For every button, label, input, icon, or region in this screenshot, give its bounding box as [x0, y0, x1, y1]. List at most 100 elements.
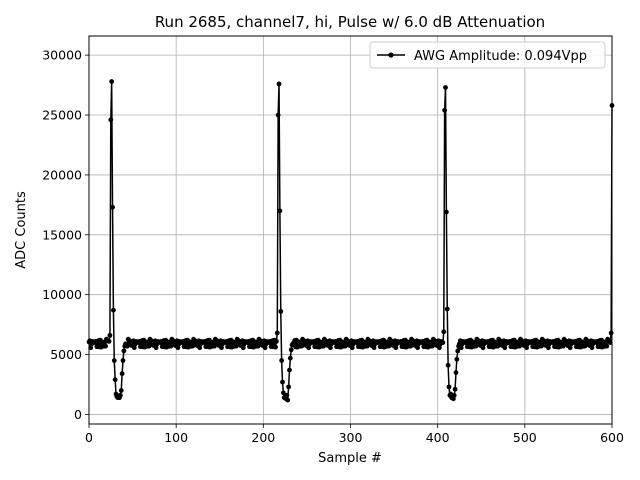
y-axis: 0 5000 10000 15000 20000 25000 30000	[42, 48, 89, 422]
x-tick-label: 600	[600, 430, 624, 445]
data-point	[121, 348, 127, 354]
data-point	[604, 343, 610, 349]
data-point	[168, 343, 174, 349]
data-point	[440, 340, 446, 345]
x-tick-label: 400	[426, 430, 450, 445]
data-point	[452, 386, 458, 392]
data-point	[443, 209, 449, 215]
data-point	[454, 356, 460, 362]
data-point	[280, 390, 286, 396]
data-point	[445, 362, 451, 368]
data-point	[112, 377, 118, 383]
data-point	[288, 347, 294, 353]
data-point	[273, 344, 278, 350]
data-point	[287, 355, 293, 361]
data-point	[106, 338, 112, 344]
data-point	[124, 343, 130, 349]
data-point	[545, 345, 551, 351]
legend-marker-swatch	[388, 52, 394, 58]
data-point	[276, 81, 282, 87]
y-tick-label: 10000	[42, 287, 82, 302]
data-point	[560, 343, 566, 349]
data-point	[111, 307, 116, 313]
y-axis-label: ADC Counts	[14, 191, 29, 269]
data-point	[118, 388, 124, 393]
data-point	[349, 345, 355, 351]
data-point	[262, 345, 268, 351]
y-tick-label: 0	[74, 407, 82, 422]
data-point	[278, 309, 284, 314]
data-point	[279, 358, 285, 363]
data-point	[233, 343, 239, 349]
data-point	[524, 345, 529, 351]
data-point	[451, 392, 457, 398]
data-point	[415, 345, 421, 351]
data-point	[190, 343, 196, 349]
legend-label: AWG Amplitude: 0.094Vpp	[414, 49, 587, 64]
data-point	[450, 396, 456, 402]
series-layer	[86, 79, 615, 403]
data-point	[502, 345, 508, 351]
data-point	[117, 392, 123, 398]
data-point	[280, 379, 285, 385]
data-point	[342, 343, 348, 349]
data-point	[255, 343, 261, 349]
x-tick-label: 200	[251, 430, 275, 445]
data-point	[111, 358, 117, 363]
data-point	[607, 340, 613, 345]
data-point	[277, 208, 283, 214]
data-point	[197, 345, 203, 351]
data-point	[589, 345, 595, 351]
data-point	[240, 345, 246, 351]
data-point	[107, 332, 113, 338]
data-point	[473, 343, 479, 349]
data-point	[274, 330, 280, 336]
x-tick-label: 500	[513, 430, 537, 445]
data-point	[371, 345, 377, 351]
data-point	[175, 345, 181, 351]
data-point	[608, 330, 614, 336]
data-point	[443, 85, 448, 90]
data-point	[285, 397, 291, 403]
data-point	[328, 345, 333, 351]
data-point	[582, 343, 588, 349]
data-point	[458, 345, 464, 351]
data-point	[299, 343, 305, 349]
data-point	[453, 370, 459, 375]
data-point	[146, 343, 152, 349]
data-point	[446, 384, 452, 390]
data-point	[517, 343, 522, 349]
data-point	[110, 204, 115, 210]
data-point	[120, 358, 126, 363]
data-point	[131, 345, 137, 351]
x-tick-label: 0	[85, 430, 93, 445]
data-point	[430, 343, 435, 349]
y-tick-label: 15000	[42, 227, 82, 242]
data-point	[495, 343, 501, 349]
data-point	[480, 345, 486, 351]
data-point	[538, 343, 544, 349]
data-point	[442, 107, 448, 113]
data-point	[393, 345, 399, 351]
data-point	[88, 345, 94, 351]
x-tick-label: 100	[164, 430, 188, 445]
data-point	[286, 384, 292, 390]
data-point	[103, 343, 108, 349]
data-point	[109, 79, 115, 84]
data-point	[455, 348, 461, 354]
data-point	[284, 392, 290, 398]
data-point	[364, 343, 370, 349]
legend: AWG Amplitude: 0.094Vpp	[369, 41, 606, 69]
x-axis: 0 100 200 300 400 500 600	[85, 424, 624, 445]
data-point	[441, 329, 447, 335]
data-point	[408, 343, 414, 349]
x-axis-label: Sample #	[318, 451, 382, 466]
data-point	[287, 367, 292, 373]
legend-box	[369, 41, 606, 69]
data-point	[444, 306, 450, 312]
data-point	[386, 343, 392, 349]
x-tick-label: 300	[339, 430, 363, 445]
data-point	[212, 343, 217, 349]
chart-title: Run 2685, channel7, hi, Pulse w/ 6.0 dB …	[155, 13, 545, 31]
